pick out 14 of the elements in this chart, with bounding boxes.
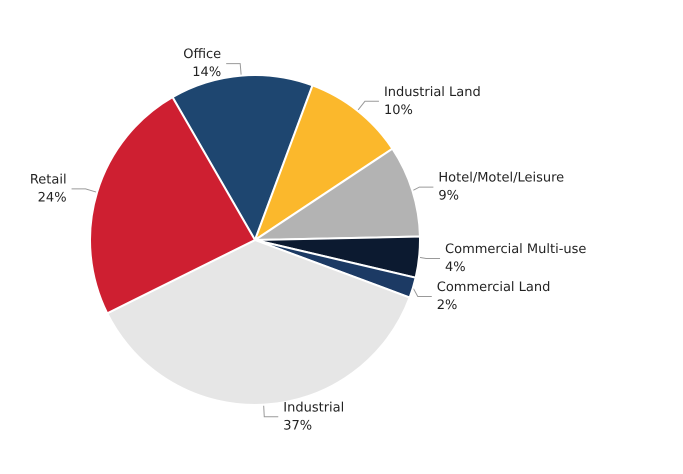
slice-label: Industrial Land <box>384 84 481 100</box>
data-label: 4% <box>445 260 466 275</box>
data-label: 9% <box>438 188 460 204</box>
slice-label: Office <box>183 47 222 62</box>
slice-label: Retail <box>30 172 67 188</box>
slice-label: Commercial Land <box>436 280 550 295</box>
slice-label: Hotel/Motel/Leisure <box>438 170 564 186</box>
data-label: 24% <box>38 190 67 206</box>
data-label: 37% <box>283 418 312 434</box>
data-label: 10% <box>384 102 413 118</box>
slice-label: Industrial <box>283 400 344 416</box>
data-label: 2% <box>436 298 458 313</box>
data-label: 14% <box>192 65 222 80</box>
slice-label: Commercial Multi-use <box>445 242 586 257</box>
